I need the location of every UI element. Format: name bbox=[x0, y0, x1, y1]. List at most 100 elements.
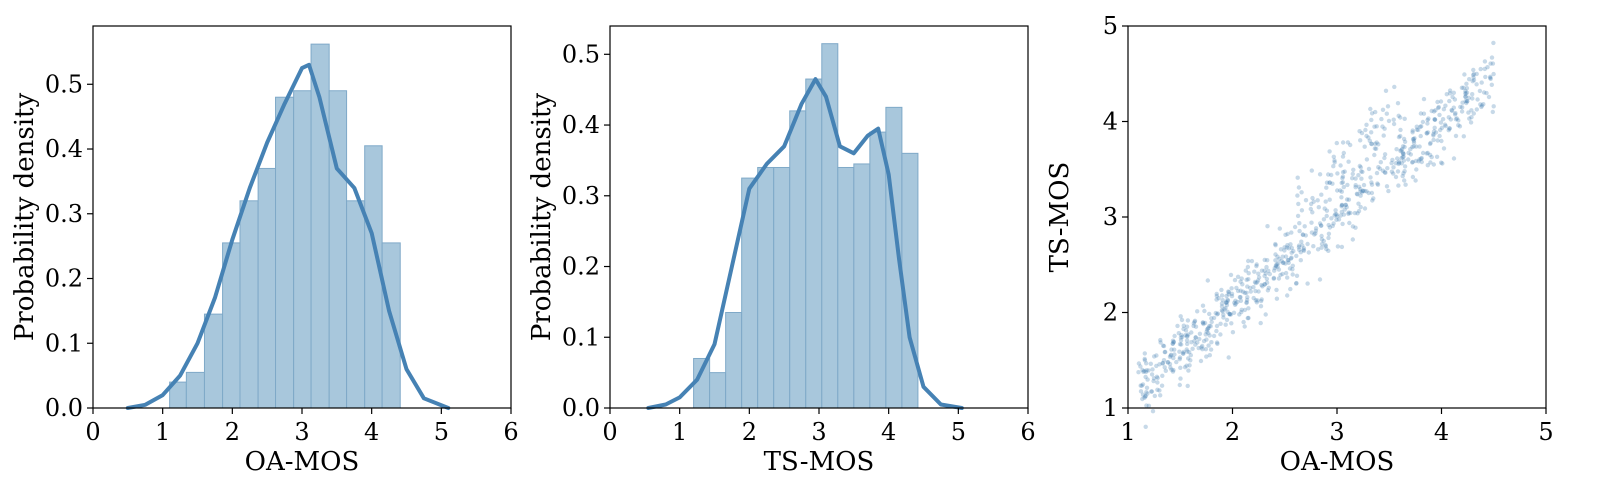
oa-vs-ts-scatter-point bbox=[1332, 158, 1337, 163]
oa-vs-ts-scatter-point bbox=[1171, 339, 1176, 344]
oa-vs-ts-scatter-point bbox=[1229, 291, 1235, 296]
oa-vs-ts-scatter-point bbox=[1335, 171, 1340, 176]
oa-vs-ts-scatter-point bbox=[1184, 347, 1189, 352]
oa-vs-ts-scatter-point bbox=[1358, 193, 1363, 198]
oa-vs-ts-scatter-point bbox=[1326, 231, 1332, 236]
oa-vs-ts-scatter-point bbox=[1442, 122, 1448, 127]
oa-vs-ts-scatter-point bbox=[1252, 279, 1258, 285]
oa-vs-ts-scatter-point bbox=[1331, 164, 1336, 169]
oa-vs-ts-scatter-point bbox=[1200, 320, 1206, 325]
oa-vs-ts-scatter-point bbox=[1350, 224, 1356, 229]
oa-vs-ts-scatter-point bbox=[1239, 309, 1244, 315]
oa-vs-ts-scatter-point bbox=[1453, 117, 1459, 122]
oa-vs-ts-scatter-point bbox=[1323, 244, 1329, 249]
oa-vs-ts-scatter-point bbox=[1310, 195, 1315, 201]
oa-vs-ts-scatter-point bbox=[1345, 182, 1350, 188]
oa-vs-ts-scatter-point bbox=[1243, 268, 1249, 273]
oa-vs-ts-scatter-point bbox=[1359, 130, 1365, 136]
oa-vs-ts-scatter-point bbox=[1474, 82, 1479, 87]
oa-vs-ts-scatter-point bbox=[1441, 107, 1447, 112]
oa-vs-ts-scatter-point bbox=[1172, 347, 1177, 352]
oa-vs-ts-scatter-point bbox=[1361, 182, 1367, 188]
oa-vs-ts-scatter-point bbox=[1195, 340, 1200, 345]
oa-vs-ts-scatter-point bbox=[1397, 160, 1402, 166]
oa-vs-ts-scatter-point bbox=[1363, 127, 1368, 133]
oa-vs-ts-scatter-ytick-label: 4 bbox=[1103, 108, 1118, 136]
oa-vs-ts-scatter-point bbox=[1417, 157, 1422, 162]
oa-vs-ts-scatter-point bbox=[1215, 341, 1220, 346]
oa-vs-ts-scatter-point bbox=[1244, 277, 1249, 282]
oa-vs-ts-scatter-point bbox=[1451, 105, 1457, 110]
oa-vs-ts-scatter-point bbox=[1221, 312, 1226, 317]
oa-vs-ts-scatter-point bbox=[1306, 250, 1312, 255]
oa-vs-ts-scatter-point bbox=[1453, 133, 1459, 139]
oa-vs-ts-scatter-point bbox=[1184, 363, 1189, 368]
oa-vs-ts-scatter-xtick-label: 2 bbox=[1225, 418, 1240, 446]
oa-vs-ts-scatter-point bbox=[1309, 168, 1315, 173]
oa-vs-ts-scatter-point bbox=[1334, 140, 1340, 146]
oa-vs-ts-scatter-point bbox=[1218, 321, 1223, 326]
oa-vs-ts-scatter-point bbox=[1224, 293, 1229, 299]
oa-vs-ts-scatter-point bbox=[1346, 197, 1352, 202]
oa-vs-ts-scatter-point bbox=[1468, 120, 1474, 125]
oa-vs-ts-scatter-point bbox=[1278, 272, 1283, 278]
oa-vs-ts-scatter-point bbox=[1200, 347, 1205, 352]
oa-vs-ts-scatter-point bbox=[1297, 221, 1302, 226]
oa-vs-ts-scatter-point bbox=[1350, 237, 1356, 242]
oa-vs-ts-scatter-point bbox=[1399, 156, 1404, 161]
oa-vs-ts-scatter-point bbox=[1309, 220, 1314, 225]
oa-vs-ts-scatter-point bbox=[1171, 367, 1176, 373]
ts-mos-histogram-ytick-label: 0.2 bbox=[562, 253, 600, 281]
oa-mos-histogram-xtick-label: 4 bbox=[364, 418, 379, 446]
oa-vs-ts-scatter-point bbox=[1346, 210, 1351, 215]
ts-mos-histogram-bar bbox=[757, 166, 775, 409]
oa-vs-ts-scatter-point bbox=[1262, 268, 1267, 273]
oa-vs-ts-scatter-point bbox=[1331, 154, 1337, 159]
oa-vs-ts-scatter-xtick-label: 1 bbox=[1120, 418, 1135, 446]
oa-vs-ts-scatter-point bbox=[1219, 308, 1225, 313]
oa-vs-ts-scatter-point bbox=[1369, 180, 1374, 185]
oa-vs-ts-scatter-point bbox=[1416, 159, 1421, 164]
oa-vs-ts-scatter-point bbox=[1255, 280, 1260, 285]
oa-vs-ts-scatter-point bbox=[1431, 133, 1436, 138]
oa-vs-ts-scatter-point bbox=[1232, 300, 1237, 305]
oa-vs-ts-scatter-point bbox=[1241, 319, 1246, 325]
oa-vs-ts-scatter-point bbox=[1383, 88, 1389, 94]
oa-vs-ts-scatter-point bbox=[1144, 361, 1149, 366]
oa-vs-ts-scatter-xtick-label: 3 bbox=[1329, 418, 1344, 446]
oa-vs-ts-scatter-point bbox=[1474, 71, 1479, 77]
oa-vs-ts-scatter-point bbox=[1466, 110, 1471, 115]
oa-vs-ts-scatter-point bbox=[1469, 108, 1474, 113]
oa-vs-ts-scatter-point bbox=[1288, 286, 1293, 292]
oa-vs-ts-scatter-point bbox=[1244, 290, 1249, 295]
oa-vs-ts-scatter-point bbox=[1295, 175, 1300, 180]
oa-vs-ts-scatter-point bbox=[1481, 90, 1487, 95]
oa-vs-ts-scatter-point bbox=[1446, 128, 1451, 133]
oa-vs-ts-scatter-point bbox=[1438, 99, 1444, 104]
oa-vs-ts-scatter-point bbox=[1348, 142, 1353, 148]
oa-vs-ts-scatter-point bbox=[1152, 354, 1157, 359]
oa-vs-ts-scatter-point bbox=[1265, 224, 1270, 229]
oa-vs-ts-scatter-point bbox=[1392, 84, 1397, 90]
oa-vs-ts-scatter-point bbox=[1298, 250, 1304, 255]
oa-vs-ts-scatter-point bbox=[1274, 262, 1280, 267]
oa-vs-ts-scatter-point bbox=[1234, 285, 1239, 291]
ts-mos-histogram-bar bbox=[901, 152, 919, 409]
oa-vs-ts-scatter-point bbox=[1263, 271, 1268, 276]
oa-vs-ts-scatter-point bbox=[1140, 367, 1145, 373]
oa-vs-ts-scatter-point bbox=[1283, 270, 1289, 276]
oa-vs-ts-scatter-point bbox=[1207, 311, 1212, 317]
ts-mos-histogram-panel: 0 1 2 3 4 5 6 0.0 0.1 0.2 0.3 0.4 0.5 TS-MOS Probabi… bbox=[527, 25, 1036, 477]
oa-vs-ts-scatter-point bbox=[1471, 111, 1477, 116]
oa-vs-ts-scatter-point bbox=[1433, 108, 1438, 113]
oa-vs-ts-scatter-point bbox=[1342, 169, 1347, 174]
oa-vs-ts-scatter-point bbox=[1203, 332, 1208, 337]
oa-vs-ts-scatter-point bbox=[1479, 103, 1485, 108]
oa-vs-ts-scatter-point bbox=[1202, 320, 1208, 326]
oa-vs-ts-scatter-point bbox=[1274, 287, 1279, 293]
oa-vs-ts-scatter-point bbox=[1246, 315, 1251, 321]
oa-vs-ts-scatter-point bbox=[1222, 307, 1227, 312]
oa-vs-ts-scatter-point bbox=[1393, 161, 1399, 166]
oa-vs-ts-scatter-point bbox=[1439, 138, 1444, 144]
oa-vs-ts-scatter-point bbox=[1401, 151, 1406, 156]
